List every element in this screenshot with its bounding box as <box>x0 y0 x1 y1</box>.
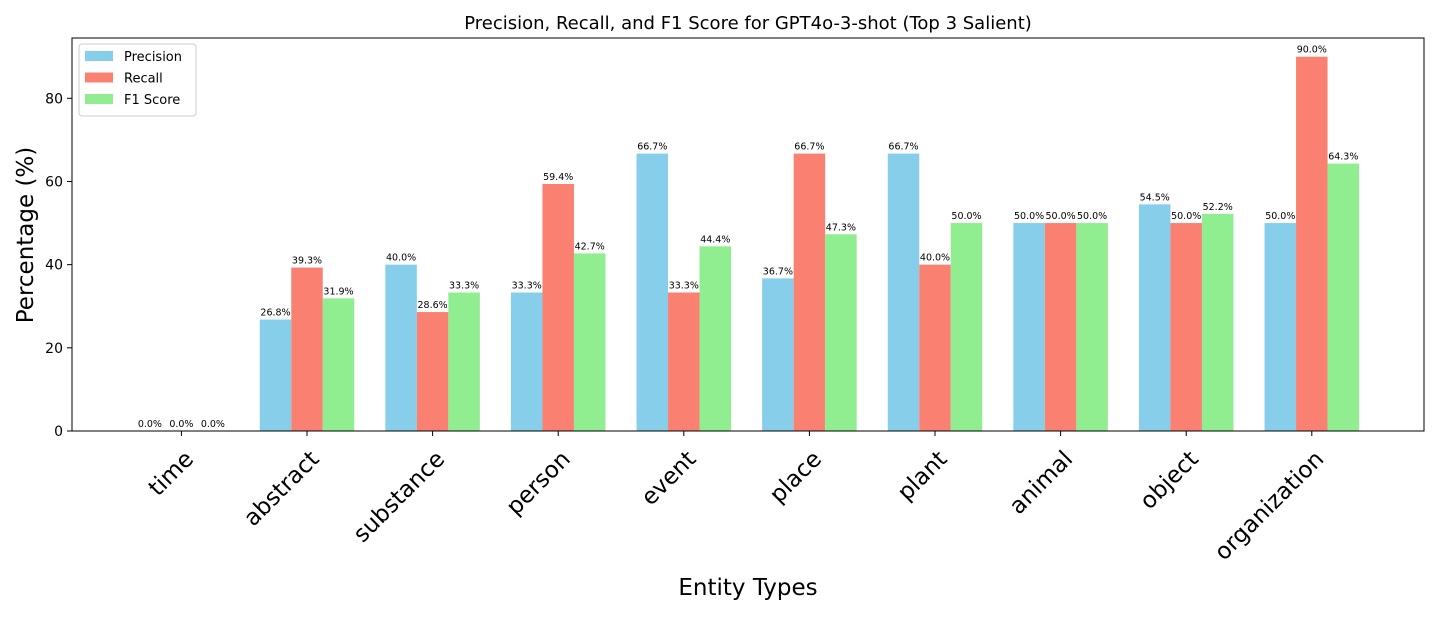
bars-group <box>259 56 1360 432</box>
bar-value-label: 47.3% <box>826 222 856 233</box>
bar-recall-plant <box>919 264 951 431</box>
bar-precision-abstract <box>259 319 292 431</box>
bar-recall-person <box>542 183 574 431</box>
bar-f1-score-event <box>699 246 732 431</box>
bar-value-label: 0.0% <box>169 419 193 430</box>
bar-value-label: 50.0% <box>1014 211 1044 222</box>
bar-value-label: 0.0% <box>201 419 225 430</box>
bar-value-label: 66.7% <box>637 142 667 153</box>
bar-f1-score-animal <box>1076 223 1108 431</box>
legend: Precision Recall F1 Score <box>78 43 197 117</box>
bar-value-label: 50.0% <box>1046 211 1076 222</box>
x-tick-label-person: person <box>502 446 576 520</box>
x-tick-label-event: event <box>637 446 702 511</box>
bar-value-label: 33.3% <box>669 281 699 292</box>
bar-value-label: 52.2% <box>1203 202 1233 213</box>
bar-value-label: 26.8% <box>260 308 290 319</box>
bar-value-label: 50.0% <box>1077 211 1107 222</box>
bar-f1-score-object <box>1201 213 1234 431</box>
x-axis-label: Entity Types <box>678 575 817 601</box>
bar-recall-animal <box>1044 223 1077 431</box>
bar-precision-place <box>762 278 794 431</box>
bar-value-label: 0.0% <box>138 419 162 430</box>
bar-f1-score-person <box>573 253 606 431</box>
bar-precision-event <box>636 153 669 432</box>
bar-value-label: 44.4% <box>700 234 730 245</box>
bar-value-label: 54.5% <box>1140 192 1170 203</box>
bar-recall-organization <box>1296 56 1328 432</box>
bar-recall-object <box>1170 223 1202 431</box>
chart-title: Precision, Recall, and F1 Score for GPT4… <box>464 13 1032 34</box>
bar-f1-score-organization <box>1327 163 1360 431</box>
y-tick-label: 0 <box>54 424 63 440</box>
x-tick-label-time: time <box>144 446 199 501</box>
plot-frame <box>71 37 1425 432</box>
legend-label: Recall <box>124 72 163 87</box>
y-tick-label: 60 <box>45 174 63 190</box>
bar-value-label: 33.3% <box>512 281 542 292</box>
bar-value-label: 50.0% <box>951 211 981 222</box>
bar-f1-score-abstract <box>322 298 355 431</box>
x-tick-label-animal: animal <box>1005 446 1079 520</box>
x-tick-label-substance: substance <box>349 446 451 548</box>
legend-label: F1 Score <box>124 93 180 108</box>
bar-recall-substance <box>416 312 449 431</box>
bar-value-label: 64.3% <box>1328 152 1358 163</box>
x-tick-label-plant: plant <box>893 446 953 506</box>
bar-value-label: 28.6% <box>418 300 448 311</box>
bar-value-label: 33.3% <box>449 281 479 292</box>
x-axis: time abstract substance person event place pla… <box>144 431 1330 566</box>
x-tick-label-organization: organization <box>1210 446 1330 566</box>
y-axis-label: Percentage (%) <box>13 147 39 324</box>
bar-f1-score-substance <box>448 292 480 431</box>
bar-f1-score-place <box>825 234 857 431</box>
bar-labels-group: 0.0% 0.0% 0.0%26.8%39.3%31.9%40.0%28.6%33.… <box>138 45 1359 430</box>
bar-precision-plant <box>887 153 920 432</box>
bar-recall-abstract <box>291 267 323 431</box>
y-axis: 0 20 40 60 80 <box>45 91 72 440</box>
bar-precision-object <box>1138 204 1171 431</box>
x-tick-label-object: object <box>1135 446 1204 515</box>
x-tick-label-abstract: abstract <box>239 446 325 532</box>
legend-swatch-recall <box>85 72 113 83</box>
bar-value-label: 66.7% <box>888 142 918 153</box>
bar-value-label: 59.4% <box>543 172 573 183</box>
bar-value-label: 39.3% <box>292 256 322 267</box>
bar-precision-animal <box>1013 223 1045 431</box>
bar-value-label: 36.7% <box>763 266 793 277</box>
bar-value-label: 66.7% <box>794 142 824 153</box>
x-tick-label-place: place <box>765 446 827 508</box>
bar-value-label: 31.9% <box>323 286 353 297</box>
bar-f1-score-plant <box>950 223 983 431</box>
bar-recall-event <box>668 292 700 431</box>
y-tick-label: 20 <box>45 341 63 357</box>
bar-value-label: 50.0% <box>1265 211 1295 222</box>
bar-value-label: 40.0% <box>386 253 416 264</box>
legend-swatch-f1-score <box>85 94 113 104</box>
bar-value-label: 90.0% <box>1297 45 1327 56</box>
bar-precision-organization <box>1264 223 1297 431</box>
bar-value-label: 42.7% <box>575 241 605 252</box>
bar-precision-substance <box>385 264 417 431</box>
y-tick-label: 40 <box>45 258 63 274</box>
bar-precision-person <box>510 292 543 431</box>
bar-recall-place <box>793 153 826 432</box>
legend-swatch-precision <box>85 51 113 61</box>
bar-value-label: 40.0% <box>920 253 950 264</box>
bar-value-label: 50.0% <box>1171 211 1201 222</box>
legend-label: Precision <box>124 50 182 65</box>
y-tick-label: 80 <box>45 91 63 107</box>
